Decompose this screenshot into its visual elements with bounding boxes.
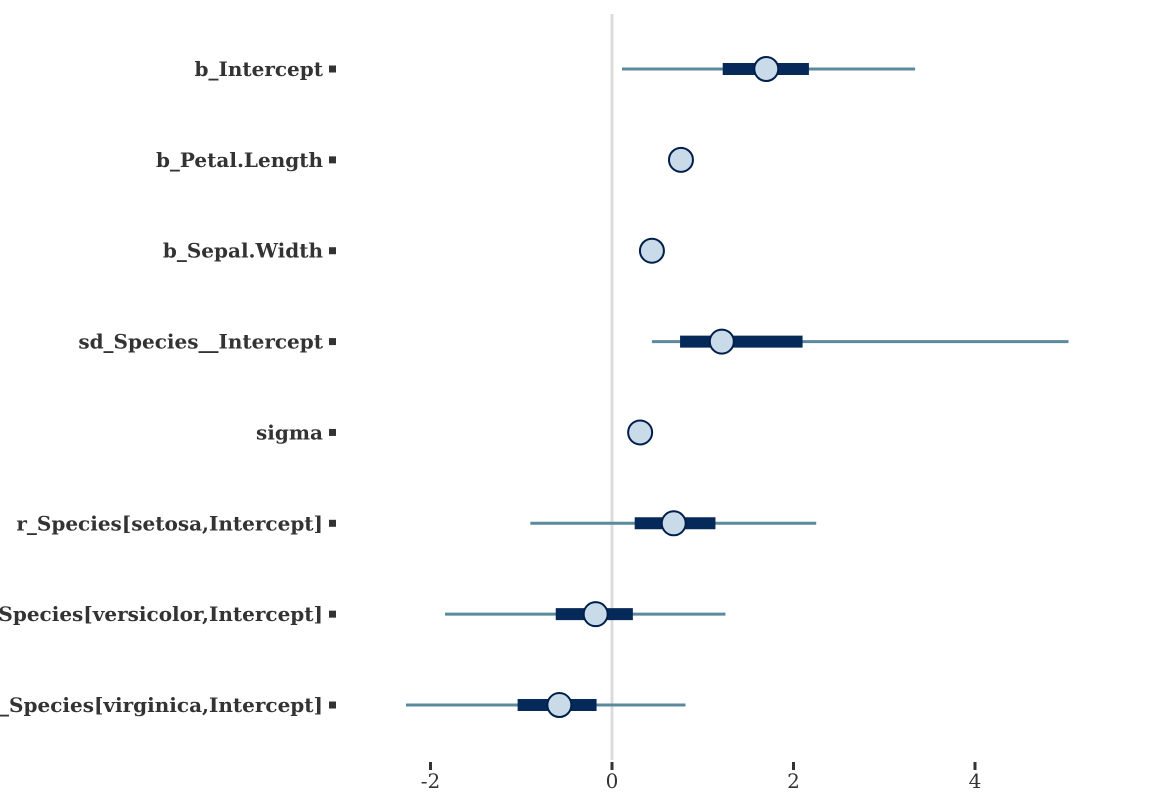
parameter-label: r_Species[virginica,Intercept] xyxy=(0,693,323,717)
x-tick-label: 4 xyxy=(969,769,982,793)
y-tick-mark xyxy=(329,428,336,436)
parameter-label: sd_Species__Intercept xyxy=(78,330,323,354)
y-tick-mark xyxy=(329,247,336,255)
parameter-labels: b_Intercept b_Petal.Length b_Sepal.Widthsd… xyxy=(0,57,336,717)
point-estimate xyxy=(627,419,654,446)
parameter-label: r_Species[versicolor,Intercept] xyxy=(0,602,323,626)
point-estimate xyxy=(660,510,687,537)
parameter-label: b_Intercept xyxy=(194,57,323,81)
parameter-label: sigma xyxy=(256,420,323,444)
y-tick-mark xyxy=(329,610,336,618)
parameter-label: b_Sepal.Width xyxy=(163,239,324,263)
x-tick-label: 0 xyxy=(606,769,619,793)
point-estimate xyxy=(667,146,694,173)
y-tick-mark xyxy=(329,338,336,346)
x-axis: -2 0 2 4 xyxy=(421,762,982,793)
y-tick-mark xyxy=(329,701,336,709)
point-estimate xyxy=(708,328,735,355)
point-estimate xyxy=(582,601,609,628)
parameter-label: b_Petal.Length xyxy=(156,148,324,172)
point-estimate xyxy=(638,237,665,264)
point-estimate xyxy=(753,56,780,82)
y-tick-mark xyxy=(329,65,336,73)
point-estimate xyxy=(546,692,573,719)
intervals-layer xyxy=(405,56,1069,719)
y-tick-mark xyxy=(329,519,336,527)
parameter-label: r_Species[setosa,Intercept] xyxy=(16,511,323,535)
x-tick-label: -2 xyxy=(421,769,440,793)
x-tick-label: 2 xyxy=(787,769,800,793)
y-tick-mark xyxy=(329,156,336,164)
